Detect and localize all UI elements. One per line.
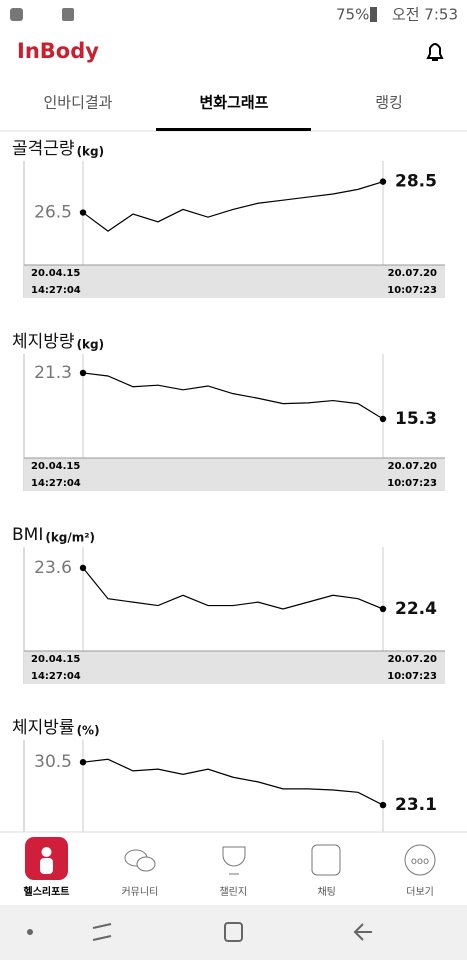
start-value: 23.6 xyxy=(34,558,72,578)
bottom-nav xyxy=(0,832,467,905)
system-nav xyxy=(0,905,467,960)
date-band xyxy=(24,265,445,298)
start-value: 21.3 xyxy=(34,363,72,383)
system-button[interactable] xyxy=(353,923,372,941)
start-date: 20.04.15 xyxy=(31,268,80,279)
end-date: 20.07.20 xyxy=(388,654,437,665)
chart-title: 체지방량 xyxy=(12,332,75,352)
chart-unit: (kg) xyxy=(77,145,105,159)
data-point xyxy=(379,801,387,809)
date-band xyxy=(24,458,445,491)
nav-label: 더보기 xyxy=(406,886,434,898)
tab[interactable]: 랭킹 xyxy=(375,94,403,112)
system-button[interactable] xyxy=(92,923,112,941)
data-point xyxy=(79,758,87,766)
nav-labels: 헬스리포트 커뮤니티 챌린지 채팅 더보기 xyxy=(24,885,434,898)
start-time: 14:27:04 xyxy=(31,478,81,489)
clock: 오전 7:53 xyxy=(392,6,458,24)
chart-unit: (kg) xyxy=(77,338,105,352)
nav-label: 채팅 xyxy=(317,886,335,898)
charts: 골격근량 (kg)20.04.1514:27:0420.07.2010:07:23… xyxy=(12,139,445,877)
nav-label: 헬스리포트 xyxy=(24,885,70,898)
end-time: 10:07:23 xyxy=(387,671,437,682)
nav-icon[interactable] xyxy=(404,844,436,876)
status-bar xyxy=(0,0,467,30)
bell-icon[interactable] xyxy=(426,43,444,61)
data-line xyxy=(82,181,384,232)
data-point xyxy=(79,209,87,216)
start-date: 20.04.15 xyxy=(31,654,80,665)
chart-unit: (%) xyxy=(77,724,100,738)
date-band xyxy=(24,651,445,684)
battery-icon xyxy=(370,7,377,22)
end-value: 28.5 xyxy=(395,172,437,192)
data-point xyxy=(379,415,387,423)
nav-icon xyxy=(136,856,156,872)
data-line xyxy=(82,567,384,610)
status-icon xyxy=(62,8,74,21)
end-date: 20.07.20 xyxy=(388,461,437,472)
data-point xyxy=(79,369,87,377)
end-date: 20.07.20 xyxy=(388,268,437,279)
end-value: 23.1 xyxy=(395,795,437,815)
chart-title: 골격근량 xyxy=(12,139,75,159)
end-time: 10:07:23 xyxy=(387,285,437,296)
chart-unit: (kg/m²) xyxy=(45,531,95,545)
start-time: 14:27:04 xyxy=(31,671,81,682)
data-line xyxy=(82,372,384,420)
status-icon xyxy=(10,8,23,21)
battery: 75% xyxy=(336,6,369,24)
logo[interactable]: InBody xyxy=(17,39,99,63)
data-line xyxy=(82,758,384,806)
system-button[interactable] xyxy=(224,922,243,942)
nav-label: 챌린지 xyxy=(219,886,247,898)
start-value: 30.5 xyxy=(34,752,72,772)
chart-title: 체지방률 xyxy=(12,718,75,738)
nav-icon[interactable] xyxy=(222,846,246,875)
end-time: 10:07:23 xyxy=(387,478,437,489)
start-value: 26.5 xyxy=(34,203,72,223)
start-date: 20.04.15 xyxy=(31,461,80,472)
nav-label: 커뮤니티 xyxy=(121,886,158,898)
start-time: 14:27:04 xyxy=(31,285,81,296)
chart-title: BMI xyxy=(12,525,43,545)
nav-icon[interactable] xyxy=(311,844,341,876)
tab-indicator xyxy=(156,128,311,131)
nav-icon-dots: ooo xyxy=(411,856,429,867)
data-point xyxy=(379,178,387,185)
data-point xyxy=(79,564,87,572)
data-point xyxy=(379,605,387,613)
tab[interactable]: 인바디결과 xyxy=(43,94,112,112)
nav-icon-part xyxy=(40,858,53,874)
end-value: 22.4 xyxy=(395,599,437,619)
end-value: 15.3 xyxy=(395,409,437,429)
nav-icon-part xyxy=(41,847,52,857)
tab-active[interactable]: 변화그래프 xyxy=(199,94,268,112)
system-button[interactable] xyxy=(27,929,33,935)
